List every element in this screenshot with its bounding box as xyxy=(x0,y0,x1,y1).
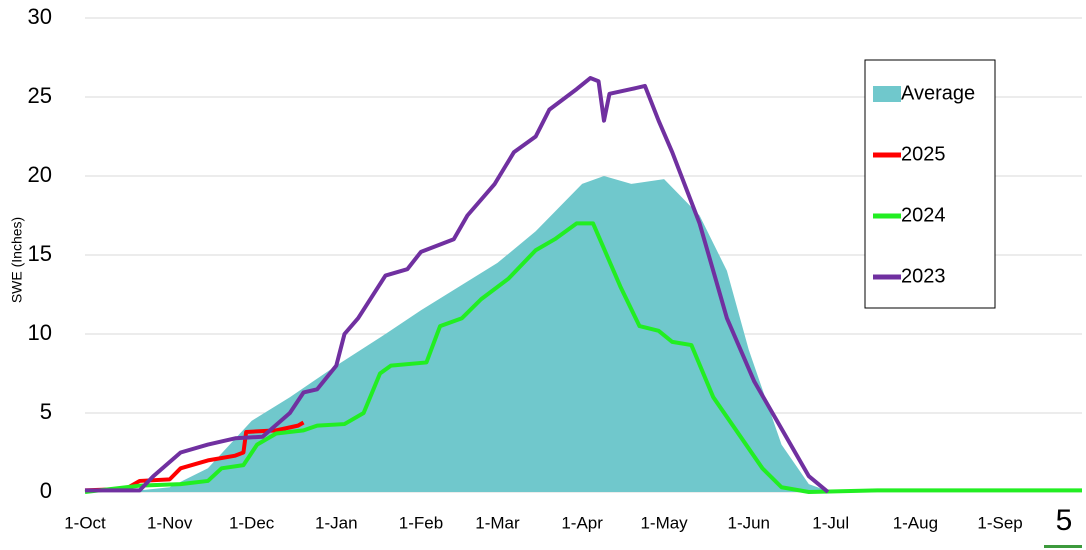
line xyxy=(84,221,1082,494)
x-tick-label: 1-Dec xyxy=(229,513,275,532)
x-tick-label: 1-Aug xyxy=(893,513,938,532)
x-tick-label: 1-Jul xyxy=(812,513,849,532)
legend-label: 2023 xyxy=(901,265,946,287)
y-tick-label: 20 xyxy=(28,162,52,187)
x-tick-label: 1-Sep xyxy=(977,513,1022,532)
legend-label: Average xyxy=(901,82,975,104)
y-tick-label: 30 xyxy=(28,4,52,29)
x-tick-label: 1-Oct xyxy=(64,513,106,532)
line xyxy=(84,420,305,493)
y-tick-label: 25 xyxy=(28,83,52,108)
legend-label: 2025 xyxy=(901,143,946,165)
page-number: 5 xyxy=(1056,504,1073,537)
x-tick-label: 1-May xyxy=(640,513,688,532)
y-tick-label: 5 xyxy=(40,399,52,424)
line xyxy=(85,76,830,494)
y-tick-label: 10 xyxy=(28,320,52,345)
y-axis-label: SWE (Inches) xyxy=(9,217,25,303)
legend-swatch xyxy=(873,86,901,102)
area xyxy=(85,176,831,492)
legend-label: 2024 xyxy=(901,204,946,226)
x-tick-label: 1-Jun xyxy=(727,513,770,532)
x-tick-label: 1-Jan xyxy=(315,513,358,532)
x-tick-label: 1-Mar xyxy=(475,513,520,532)
x-tick-label: 1-Feb xyxy=(399,513,443,532)
page-number-underline xyxy=(1044,545,1082,548)
plot xyxy=(84,76,1082,494)
x-tick-label: 1-Nov xyxy=(147,513,193,532)
y-tick-label: 15 xyxy=(28,241,52,266)
x-tick-label: 1-Apr xyxy=(561,513,603,532)
y-tick-label: 0 xyxy=(40,478,52,503)
